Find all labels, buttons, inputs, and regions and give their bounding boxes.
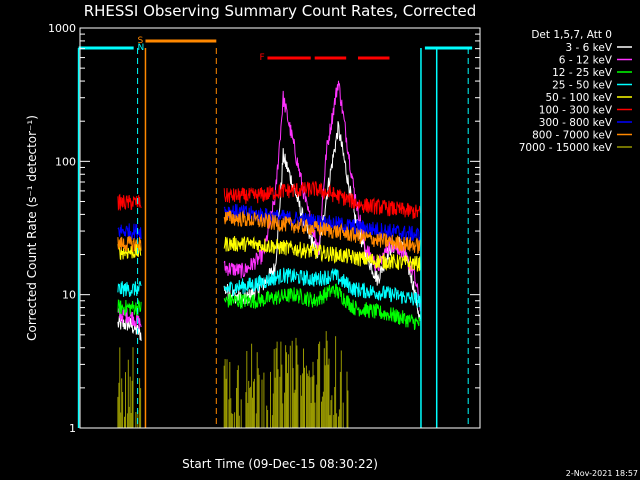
series-trace-segment-0 bbox=[117, 281, 142, 297]
legend-label-2: 12 - 25 keV bbox=[552, 67, 613, 79]
series-25-50-kev-line bbox=[117, 267, 422, 308]
y-tick-label: 1000 bbox=[48, 22, 76, 35]
legend-label-7: 800 - 7000 keV bbox=[532, 130, 613, 142]
flag-label-s: S bbox=[138, 36, 144, 46]
series-300-800-kev-line bbox=[117, 204, 422, 243]
series-trace-segment-1 bbox=[223, 180, 422, 220]
series-trace-segment-1 bbox=[223, 267, 422, 308]
series-12-25-kev-line bbox=[117, 283, 421, 331]
series-50-100-kev-line bbox=[117, 235, 421, 272]
series-trace-segment-1 bbox=[223, 283, 421, 331]
legend-label-0: 3 - 6 keV bbox=[565, 42, 612, 54]
series-trace-segment-0 bbox=[117, 193, 142, 211]
series-trace-segment-0 bbox=[117, 299, 142, 317]
plot-area: SN F bbox=[77, 36, 473, 428]
series-trace-segment-0 bbox=[117, 243, 142, 261]
legend-label-8: 7000 - 15000 keV bbox=[519, 142, 613, 154]
legend-label-6: 300 - 800 keV bbox=[539, 117, 613, 129]
y-tick-label: 1 bbox=[69, 422, 76, 435]
y-tick-label: 100 bbox=[55, 155, 76, 168]
y-axis-label: Corrected Count Rate (s⁻¹ detector⁻¹) bbox=[25, 115, 39, 341]
legend-title: Det 1,5,7, Att 0 bbox=[531, 29, 612, 41]
x-axis-label: Start Time (09-Dec-15 08:30:22) bbox=[182, 457, 378, 471]
legend-label-3: 25 - 50 keV bbox=[552, 80, 613, 92]
date-stamp: 2-Nov-2021 18:57 bbox=[566, 469, 638, 478]
series-trace-segment-1 bbox=[223, 80, 422, 312]
legend-label-5: 100 - 300 keV bbox=[539, 105, 613, 117]
series-trace-segment-1 bbox=[223, 209, 422, 255]
series-trace-segment-1 bbox=[223, 204, 422, 243]
series-trace-segment-0 bbox=[117, 223, 142, 241]
series-trace-segment-1 bbox=[223, 235, 421, 272]
chart-title: RHESSI Observing Summary Count Rates, Co… bbox=[84, 2, 477, 20]
flag-label-n: N bbox=[138, 43, 145, 53]
legend-label-4: 50 - 100 keV bbox=[545, 92, 612, 104]
axes: 110100100008:4509:0009:1509:3009:4510:00 bbox=[48, 22, 480, 435]
legend-label-1: 6 - 12 keV bbox=[559, 55, 613, 67]
plot-frame bbox=[79, 27, 481, 429]
flag-label-f: F bbox=[260, 53, 265, 63]
series-7000-15000-kev-line bbox=[117, 331, 349, 428]
y-tick-label: 10 bbox=[62, 289, 76, 302]
series-trace-segment-0 bbox=[117, 316, 142, 341]
series-100-300-kev-line bbox=[117, 180, 422, 220]
